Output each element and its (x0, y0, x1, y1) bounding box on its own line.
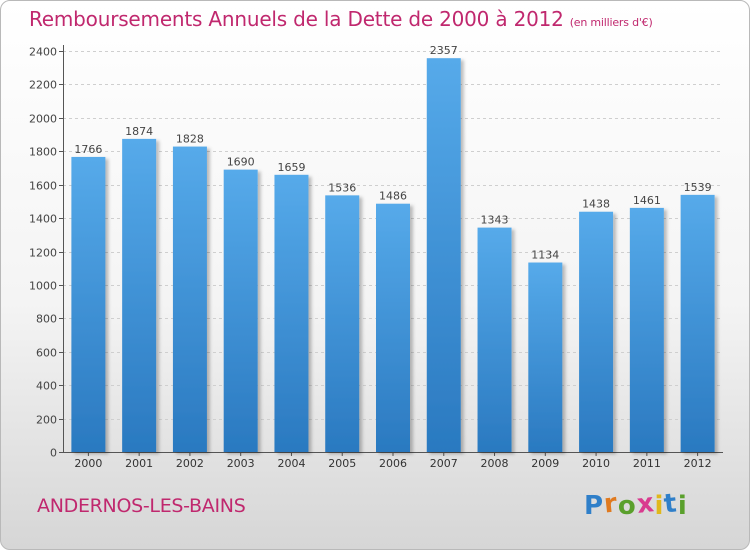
y-tick-label: 200 (36, 414, 57, 427)
x-tick-label: 2010 (582, 457, 610, 470)
bar-2008 (477, 227, 512, 452)
logo-letter: o (617, 491, 637, 521)
data-label: 1828 (176, 133, 204, 146)
bar-2004 (274, 174, 309, 452)
y-tick-label: 2400 (29, 46, 57, 59)
data-label: 1486 (379, 190, 407, 203)
proxiti-logo: Proxiti (584, 488, 688, 521)
logo-letter: i (677, 491, 688, 521)
logo-letter: x (635, 488, 657, 520)
bars (71, 58, 715, 453)
x-tick-label: 2001 (125, 457, 153, 470)
data-label: 1461 (633, 194, 661, 207)
bar-2001 (122, 138, 157, 452)
axes: 0 200 400 600 800 1000 1200 1400 1600 1800 2000 220… (29, 45, 723, 470)
y-tick-label: 400 (36, 380, 57, 393)
x-tick-label: 2008 (481, 457, 509, 470)
data-label: 1690 (227, 156, 255, 169)
chart-title: Remboursements Annuels de la Dette de 20… (29, 7, 653, 31)
chart-subtitle: (en milliers d'€) (569, 16, 653, 29)
x-tick-label: 2005 (328, 457, 356, 470)
bar-2005 (325, 195, 360, 453)
y-tick-label: 0 (50, 447, 57, 460)
y-tick-label: 600 (36, 347, 57, 360)
y-tick-label: 800 (36, 313, 57, 326)
chart-title-text: Remboursements Annuels de la Dette de 20… (29, 7, 564, 31)
x-tick-label: 2012 (684, 457, 712, 470)
logo-letter: r (602, 488, 620, 520)
bar-2007 (426, 58, 461, 453)
x-tick-label: 2000 (74, 457, 102, 470)
x-tick-label: 2009 (531, 457, 559, 470)
data-label: 1343 (481, 214, 509, 227)
city-name: ANDERNOS-LES-BAINS (37, 495, 246, 517)
x-tick-label: 2011 (633, 457, 661, 470)
data-label: 1766 (74, 143, 102, 156)
data-label: 1874 (125, 125, 153, 138)
bar-2002 (172, 146, 207, 453)
bar-2003 (223, 169, 258, 453)
data-label: 1536 (328, 181, 356, 194)
bar-2010 (579, 211, 614, 452)
data-label: 1438 (582, 198, 610, 211)
y-tick-label: 1400 (29, 213, 57, 226)
bar-2009 (528, 262, 563, 452)
data-label: 2357 (430, 44, 458, 57)
y-tick-label: 1800 (29, 146, 57, 159)
x-tick-label: 2006 (379, 457, 407, 470)
logo-letter: i (654, 491, 665, 521)
logo-letter: P (584, 491, 605, 521)
y-tick-label: 1200 (29, 247, 57, 260)
x-tick-label: 2004 (277, 457, 305, 470)
x-tick-label: 2002 (176, 457, 204, 470)
y-tick-label: 2000 (29, 113, 57, 126)
y-tick-label: 1000 (29, 280, 57, 293)
y-tick-label: 1600 (29, 180, 57, 193)
x-tick-label: 2003 (227, 457, 255, 470)
bar-2006 (376, 203, 410, 452)
data-label: 1659 (277, 161, 305, 174)
y-tick-label: 2200 (29, 79, 57, 92)
bar-2011 (629, 207, 664, 452)
data-label: 1134 (531, 249, 559, 262)
x-tick-label: 2007 (430, 457, 458, 470)
bar-2000 (71, 156, 106, 452)
bar-2012 (680, 194, 715, 452)
data-label: 1539 (684, 181, 712, 194)
data-labels: 1766 1874 1828 1690 1659 1536 1486 2357 1343 1134… (74, 44, 711, 261)
